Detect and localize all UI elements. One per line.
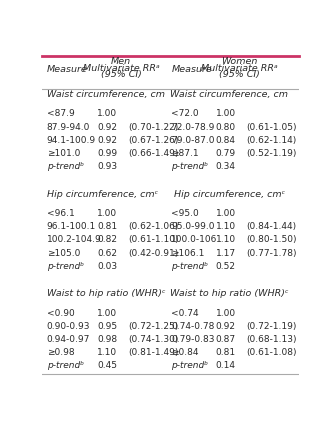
- Text: (0.67-1.26): (0.67-1.26): [128, 136, 179, 145]
- Text: 0.94-0.97: 0.94-0.97: [46, 335, 90, 344]
- Text: 0.03: 0.03: [97, 262, 118, 271]
- Text: (0.70-1.22): (0.70-1.22): [128, 123, 179, 132]
- Text: 0.93: 0.93: [97, 162, 118, 171]
- Text: (0.66-1.49): (0.66-1.49): [128, 149, 179, 158]
- Text: 0.74-0.78: 0.74-0.78: [171, 322, 215, 331]
- Text: p-trendᵇ: p-trendᵇ: [46, 162, 84, 171]
- Text: (0.68-1.13): (0.68-1.13): [246, 335, 296, 344]
- Text: (0.84-1.44): (0.84-1.44): [246, 222, 296, 231]
- Text: 0.81: 0.81: [97, 222, 118, 231]
- Text: (0.62-1.14): (0.62-1.14): [246, 136, 296, 145]
- Text: 1.10: 1.10: [97, 348, 118, 357]
- Text: Measure: Measure: [171, 65, 212, 74]
- Text: 100.0-106: 100.0-106: [171, 236, 218, 244]
- Text: ≥87.1: ≥87.1: [171, 149, 199, 158]
- Text: 1.00: 1.00: [216, 308, 236, 318]
- Text: (0.61-1.10): (0.61-1.10): [128, 236, 179, 244]
- Text: 0.14: 0.14: [216, 361, 236, 371]
- Text: Multivariate RRᵃ: Multivariate RRᵃ: [201, 64, 278, 73]
- Text: 0.98: 0.98: [97, 335, 118, 344]
- Text: 96.1-100.1: 96.1-100.1: [46, 222, 96, 231]
- Text: <87.9: <87.9: [46, 110, 74, 118]
- Text: Measure: Measure: [46, 65, 87, 74]
- Text: (0.74-1.30): (0.74-1.30): [128, 335, 179, 344]
- Text: (95% CI): (95% CI): [101, 70, 142, 80]
- Text: 0.34: 0.34: [216, 162, 236, 171]
- Text: 87.9-94.0: 87.9-94.0: [46, 123, 90, 132]
- Text: 1.00: 1.00: [216, 209, 236, 218]
- Text: (0.77-1.78): (0.77-1.78): [246, 249, 296, 258]
- Text: 1.00: 1.00: [216, 110, 236, 118]
- Text: 1.10: 1.10: [216, 236, 236, 244]
- Text: 0.45: 0.45: [97, 361, 118, 371]
- Text: 79.0-87.0: 79.0-87.0: [171, 136, 215, 145]
- Text: Waist to hip ratio (WHR)ᶜ: Waist to hip ratio (WHR)ᶜ: [170, 289, 289, 298]
- Text: (0.52-1.19): (0.52-1.19): [246, 149, 296, 158]
- Text: (0.72-1.19): (0.72-1.19): [246, 322, 296, 331]
- Text: p-trendᵇ: p-trendᵇ: [46, 262, 84, 271]
- Text: 0.99: 0.99: [97, 149, 118, 158]
- Text: 0.92: 0.92: [216, 322, 236, 331]
- Text: p-trendᵇ: p-trendᵇ: [171, 361, 208, 371]
- Text: Hip circumference, cmᶜ: Hip circumference, cmᶜ: [174, 190, 285, 199]
- Text: 94.1-100.9: 94.1-100.9: [46, 136, 96, 145]
- Text: 0.52: 0.52: [216, 262, 236, 271]
- Text: Multivariate RRᵃ: Multivariate RRᵃ: [83, 64, 160, 73]
- Text: ≥106.1: ≥106.1: [171, 249, 205, 258]
- Text: (0.62-1.06): (0.62-1.06): [128, 222, 179, 231]
- Text: p-trendᵇ: p-trendᵇ: [171, 162, 208, 171]
- Text: p-trendᵇ: p-trendᵇ: [46, 361, 84, 371]
- Text: <95.0: <95.0: [171, 209, 199, 218]
- Text: (0.72-1.25): (0.72-1.25): [128, 322, 179, 331]
- Text: <96.1: <96.1: [46, 209, 74, 218]
- Text: Men: Men: [111, 58, 131, 66]
- Text: 72.0-78.9: 72.0-78.9: [171, 123, 215, 132]
- Text: Waist circumference, cm: Waist circumference, cm: [170, 90, 288, 99]
- Text: 0.62: 0.62: [97, 249, 118, 258]
- Text: ≥0.98: ≥0.98: [46, 348, 74, 357]
- Text: (0.81-1.49): (0.81-1.49): [128, 348, 179, 357]
- Text: 1.00: 1.00: [97, 308, 118, 318]
- Text: (0.80-1.50): (0.80-1.50): [246, 236, 296, 244]
- Text: 100.2-104.9: 100.2-104.9: [46, 236, 101, 244]
- Text: (0.61-1.08): (0.61-1.08): [246, 348, 296, 357]
- Text: ≥0.84: ≥0.84: [171, 348, 199, 357]
- Text: <0.90: <0.90: [46, 308, 74, 318]
- Text: 0.87: 0.87: [216, 335, 236, 344]
- Text: ≥105.0: ≥105.0: [46, 249, 80, 258]
- Text: (0.42-0.91): (0.42-0.91): [128, 249, 179, 258]
- Text: 0.81: 0.81: [216, 348, 236, 357]
- Text: p-trendᵇ: p-trendᵇ: [171, 262, 208, 271]
- Text: 0.79-0.83: 0.79-0.83: [171, 335, 215, 344]
- Text: 0.92: 0.92: [97, 136, 118, 145]
- Text: Waist to hip ratio (WHR)ᶜ: Waist to hip ratio (WHR)ᶜ: [46, 289, 165, 298]
- Text: 1.00: 1.00: [97, 209, 118, 218]
- Text: 1.17: 1.17: [216, 249, 236, 258]
- Text: 1.10: 1.10: [216, 222, 236, 231]
- Text: 0.80: 0.80: [216, 123, 236, 132]
- Text: 0.82: 0.82: [97, 236, 118, 244]
- Text: (95% CI): (95% CI): [219, 70, 260, 80]
- Text: Hip circumference, cmᶜ: Hip circumference, cmᶜ: [46, 190, 158, 199]
- Text: Waist circumference, cm: Waist circumference, cm: [46, 90, 165, 99]
- Text: (0.61-1.05): (0.61-1.05): [246, 123, 296, 132]
- Text: 0.95: 0.95: [97, 322, 118, 331]
- Text: Women: Women: [221, 58, 258, 66]
- Text: 95.0-99.0: 95.0-99.0: [171, 222, 215, 231]
- Text: 1.00: 1.00: [97, 110, 118, 118]
- Text: <72.0: <72.0: [171, 110, 199, 118]
- Text: ≥101.0: ≥101.0: [46, 149, 80, 158]
- Text: <0.74: <0.74: [171, 308, 199, 318]
- Text: 0.79: 0.79: [216, 149, 236, 158]
- Text: 0.84: 0.84: [216, 136, 236, 145]
- Text: 0.92: 0.92: [97, 123, 118, 132]
- Text: 0.90-0.93: 0.90-0.93: [46, 322, 90, 331]
